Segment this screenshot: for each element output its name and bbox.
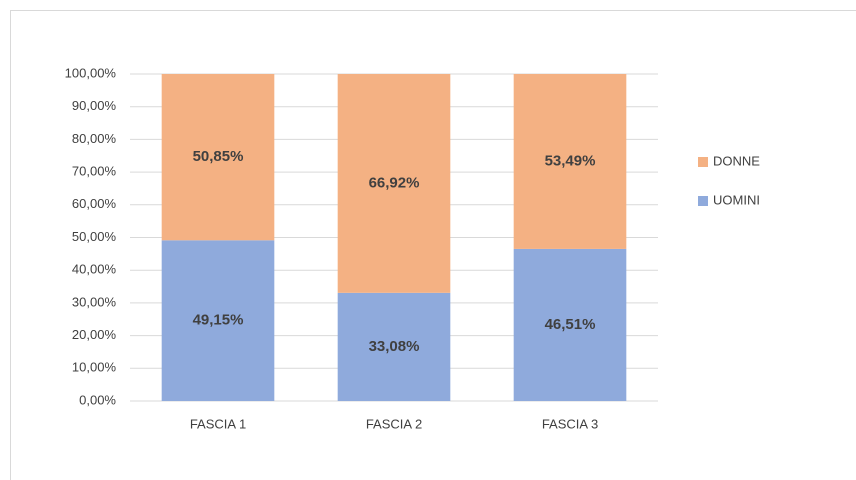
y-tick-label: 10,00%: [72, 360, 117, 375]
y-tick-label: 40,00%: [72, 262, 117, 277]
bar-segment: [337, 74, 451, 293]
data-label: 33,08%: [369, 338, 420, 355]
legend-swatch: [698, 196, 708, 206]
y-tick-label: 80,00%: [72, 131, 117, 146]
bar-segment: [161, 74, 275, 241]
x-tick-label: FASCIA 1: [190, 416, 246, 431]
x-tick-label: FASCIA 3: [542, 416, 598, 431]
data-label: 66,92%: [369, 174, 420, 191]
bar-segment: [161, 240, 275, 401]
data-label: 50,85%: [193, 148, 244, 165]
y-tick-label: 50,00%: [72, 229, 117, 244]
data-label: 53,49%: [545, 152, 596, 169]
bar-segment: [513, 248, 627, 401]
y-tick-label: 60,00%: [72, 196, 117, 211]
bar-segment: [513, 74, 627, 249]
data-label: 49,15%: [193, 312, 244, 329]
legend-swatch: [698, 157, 708, 167]
y-tick-label: 20,00%: [72, 327, 117, 342]
y-tick-label: 100,00%: [65, 65, 117, 80]
legend-label: DONNE: [713, 153, 760, 168]
y-tick-label: 70,00%: [72, 164, 117, 179]
legend-label: UOMINI: [713, 192, 760, 207]
y-tick-label: 90,00%: [72, 98, 117, 113]
x-tick-label: FASCIA 2: [366, 416, 422, 431]
data-label: 46,51%: [545, 316, 596, 333]
y-tick-label: 30,00%: [72, 294, 117, 309]
y-tick-label: 0,00%: [79, 392, 116, 407]
bar-segment: [337, 292, 451, 401]
